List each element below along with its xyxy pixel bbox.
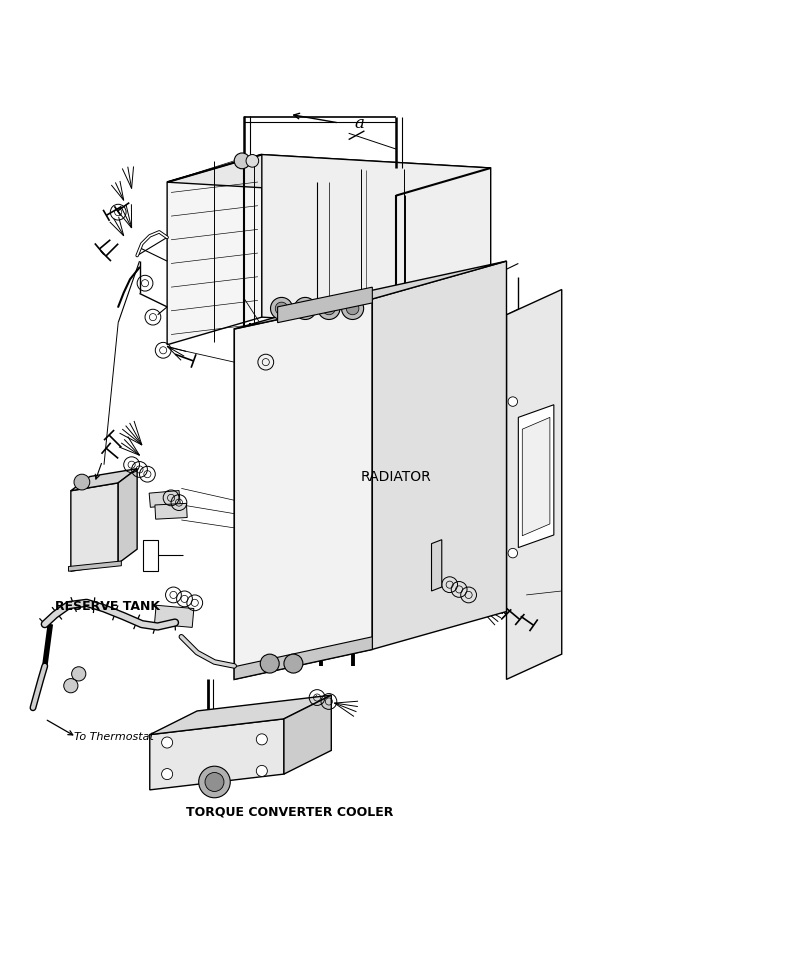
Polygon shape (372, 261, 507, 650)
Circle shape (299, 302, 311, 315)
Circle shape (199, 766, 230, 798)
Circle shape (284, 654, 303, 673)
Circle shape (508, 549, 517, 557)
Circle shape (162, 769, 173, 779)
Polygon shape (155, 504, 187, 519)
Polygon shape (522, 417, 550, 535)
Circle shape (341, 297, 364, 319)
Polygon shape (70, 469, 137, 491)
Circle shape (162, 737, 173, 748)
Text: TORQUE CONVERTER COOLER: TORQUE CONVERTER COOLER (186, 805, 393, 819)
Circle shape (318, 297, 340, 319)
Circle shape (63, 678, 78, 693)
Polygon shape (118, 469, 137, 563)
Polygon shape (154, 605, 194, 628)
Polygon shape (518, 405, 554, 548)
Polygon shape (167, 155, 262, 345)
Polygon shape (432, 540, 442, 591)
Text: a: a (354, 115, 364, 133)
Polygon shape (150, 719, 284, 790)
Circle shape (261, 654, 280, 673)
Text: To Thermostat: To Thermostat (74, 732, 154, 742)
Circle shape (246, 155, 259, 167)
Polygon shape (68, 561, 121, 571)
Polygon shape (70, 482, 118, 571)
Circle shape (257, 734, 268, 745)
Polygon shape (284, 695, 331, 775)
Circle shape (71, 667, 86, 681)
Text: RADIATOR: RADIATOR (360, 470, 432, 483)
Circle shape (257, 765, 268, 776)
Circle shape (271, 297, 292, 319)
Circle shape (234, 153, 250, 169)
Circle shape (276, 302, 287, 315)
Text: RESERVE TANK: RESERVE TANK (55, 601, 161, 613)
Polygon shape (278, 287, 372, 323)
Polygon shape (262, 155, 491, 331)
Circle shape (294, 297, 316, 319)
Circle shape (508, 397, 517, 407)
Polygon shape (149, 490, 181, 507)
Circle shape (74, 474, 89, 490)
Circle shape (322, 302, 335, 315)
Polygon shape (234, 299, 372, 679)
Polygon shape (150, 695, 331, 734)
Polygon shape (234, 261, 507, 329)
Circle shape (346, 302, 359, 315)
Polygon shape (234, 637, 372, 679)
Polygon shape (507, 289, 562, 679)
Polygon shape (167, 155, 491, 196)
Circle shape (205, 773, 224, 792)
